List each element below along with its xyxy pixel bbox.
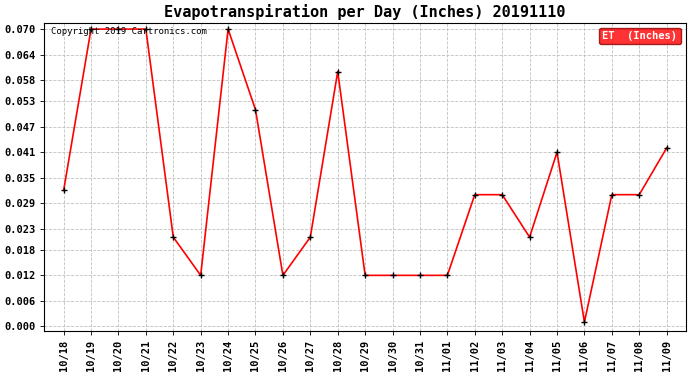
Legend: ET  (Inches): ET (Inches)	[600, 28, 680, 44]
Text: Copyright 2019 Cartronics.com: Copyright 2019 Cartronics.com	[51, 27, 207, 36]
Title: Evapotranspiration per Day (Inches) 20191110: Evapotranspiration per Day (Inches) 2019…	[164, 4, 566, 20]
